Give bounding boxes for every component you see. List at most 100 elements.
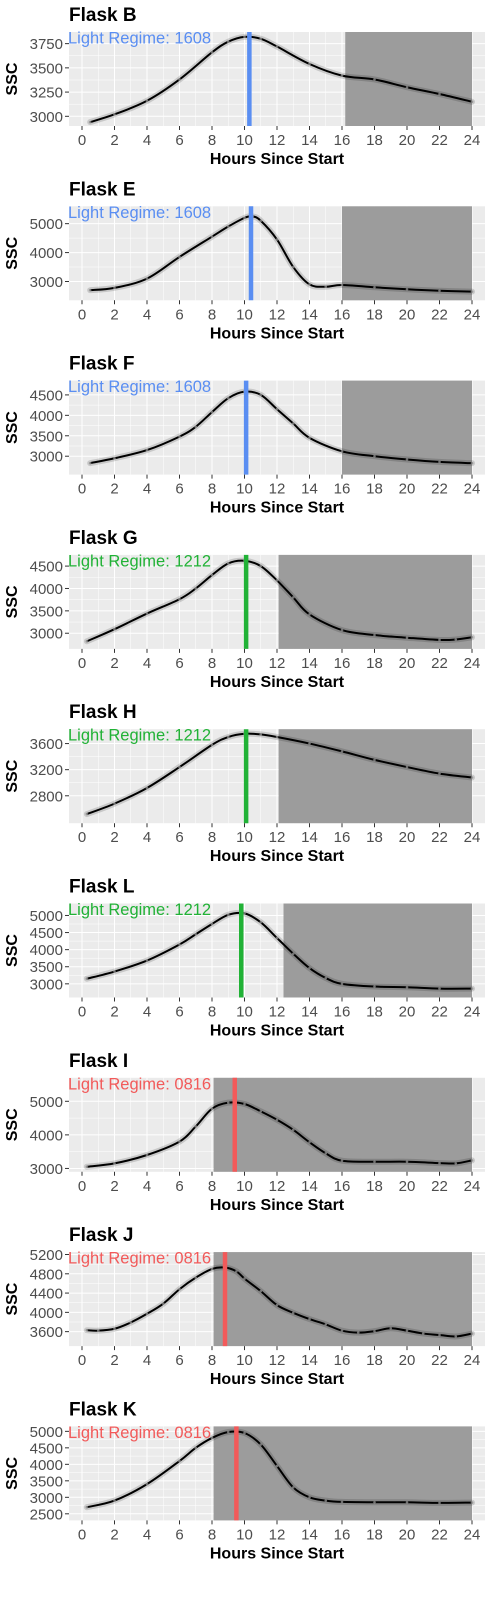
x-tick-label: 20 [399, 829, 416, 846]
data-point [405, 1500, 409, 1504]
x-tick-label: 12 [269, 1352, 286, 1369]
panel-title: Flask E [69, 179, 136, 200]
data-point [113, 802, 116, 805]
x-tick-label: 2 [110, 1004, 118, 1021]
data-point [226, 735, 230, 739]
x-tick-label: 6 [175, 829, 183, 846]
x-tick-label: 12 [269, 306, 286, 323]
x-tick-label: 12 [269, 1526, 286, 1543]
x-tick-label: 2 [110, 481, 118, 498]
chart-panel-0: Light Regime: 1608 Flask B 3000 3250 3500 375… [4, 5, 485, 168]
y-tick-label: 4000 [30, 1127, 63, 1144]
x-tick-label: 20 [399, 1526, 416, 1543]
x-axis-label: Hours Since Start [210, 1197, 345, 1214]
y-tick-label: 3750 [30, 36, 63, 53]
x-tick-label: 8 [208, 655, 216, 672]
y-tick-label: 3000 [30, 1490, 63, 1507]
data-point [113, 970, 116, 973]
x-tick-label: 24 [464, 1178, 481, 1195]
data-point [373, 1500, 376, 1504]
x-tick-label: 6 [175, 1004, 183, 1021]
x-tick-label: 4 [143, 1352, 151, 1369]
y-tick-label: 4800 [30, 1266, 63, 1283]
data-point [308, 613, 311, 616]
data-point [145, 99, 149, 103]
x-tick-label: 22 [431, 655, 448, 672]
data-point [470, 1332, 474, 1335]
x-tick-label: 10 [236, 1004, 253, 1021]
y-tick-label: 4000 [30, 942, 63, 959]
data-point [454, 638, 458, 641]
x-tick-label: 8 [208, 306, 216, 323]
data-point [145, 448, 149, 452]
data-point [275, 936, 279, 940]
data-point [145, 1153, 149, 1157]
data-point [340, 628, 344, 632]
x-tick-label: 12 [269, 481, 286, 498]
x-tick-label: 2 [110, 132, 118, 149]
y-tick-label: 3500 [30, 959, 63, 976]
x-tick-label: 14 [301, 1178, 318, 1195]
data-point [373, 285, 376, 289]
dark-period-shade [278, 554, 472, 649]
data-point [235, 1270, 238, 1273]
data-point [405, 1329, 409, 1332]
y-tick-label: 4000 [30, 245, 63, 262]
x-tick-label: 24 [464, 655, 481, 672]
data-point [210, 1436, 214, 1440]
x-tick-label: 14 [301, 1526, 318, 1543]
x-tick-label: 6 [175, 655, 183, 672]
data-point [194, 1276, 198, 1279]
x-axis-label: Hours Since Start [210, 1371, 345, 1388]
data-point [210, 235, 214, 238]
panel-title: Flask J [69, 1225, 133, 1246]
data-point [438, 460, 441, 464]
data-point [356, 1331, 360, 1334]
x-tick-label: 14 [301, 1004, 318, 1021]
light-regime-label: Light Regime: 1212 [68, 552, 211, 570]
series-line [86, 1430, 473, 1509]
data-point [438, 772, 441, 775]
panel-title: Flask I [69, 1051, 128, 1072]
data-point [291, 1311, 295, 1315]
y-tick-label: 3000 [30, 449, 63, 466]
data-point [340, 1159, 344, 1163]
x-tick-label: 22 [431, 132, 448, 149]
x-tick-label: 0 [78, 1526, 86, 1543]
y-tick-label: 5000 [30, 1094, 63, 1111]
x-tick-label: 8 [208, 1178, 216, 1195]
data-point [113, 286, 116, 290]
data-point [275, 735, 279, 739]
data-point [129, 1321, 133, 1324]
y-tick-label: 2800 [30, 788, 63, 805]
data-point [438, 289, 441, 293]
x-tick-label: 22 [431, 1352, 448, 1369]
data-point [340, 982, 344, 986]
data-point [178, 1140, 181, 1143]
y-tick-label: 4000 [30, 1305, 63, 1322]
data-point [308, 1317, 311, 1321]
y-tick-label: 3500 [30, 428, 63, 445]
data-point [210, 51, 214, 54]
x-tick-label: 2 [110, 829, 118, 846]
x-tick-label: 18 [366, 1352, 383, 1369]
data-point [113, 1499, 116, 1502]
data-point [373, 454, 376, 458]
data-point [470, 100, 474, 104]
y-axis-label: SSC [4, 1108, 21, 1141]
x-tick-label: 4 [143, 1004, 151, 1021]
data-point [85, 1165, 89, 1169]
x-tick-label: 2 [110, 1352, 118, 1369]
x-tick-label: 16 [334, 1352, 351, 1369]
series-line [86, 911, 473, 990]
data-point [243, 216, 246, 220]
x-tick-label: 22 [431, 1178, 448, 1195]
x-tick-label: 22 [431, 829, 448, 846]
data-point [178, 78, 181, 81]
data-point [454, 1162, 458, 1165]
x-tick-label: 20 [399, 481, 416, 498]
y-axis-label: SSC [4, 934, 21, 967]
data-point [145, 959, 149, 962]
data-point [308, 1140, 311, 1144]
